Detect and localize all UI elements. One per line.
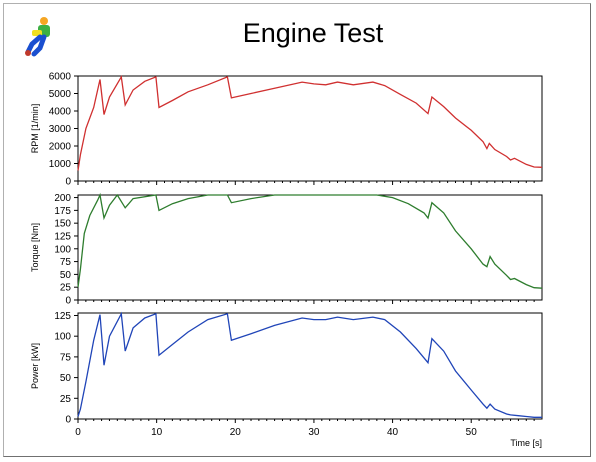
series-line-rpm	[77, 74, 543, 171]
y-axis-label-torque: Torque [Nm]	[30, 223, 40, 272]
y-tick-label-power: 25	[60, 394, 72, 405]
y-tick-label-rpm: 1000	[49, 159, 72, 170]
plot-area-power	[77, 312, 543, 420]
y-tick-label-torque: 150	[54, 219, 71, 230]
x-tick-label: 0	[75, 427, 81, 438]
y-tick-label-torque: 0	[65, 296, 71, 307]
y-tick-label-torque: 200	[54, 193, 71, 204]
x-axis-label: Time [s]	[510, 438, 542, 448]
y-tick-label-torque: 175	[54, 206, 71, 217]
x-tick-label: 40	[387, 427, 399, 438]
y-tick-label-power: 125	[54, 311, 71, 322]
y-tick-label-rpm: 3000	[49, 124, 72, 135]
y-tick-label-torque: 125	[54, 231, 71, 242]
x-tick-label: 10	[151, 427, 163, 438]
y-tick-label-rpm: 0	[65, 177, 71, 188]
x-tick-label: 50	[466, 427, 478, 438]
y-tick-label-rpm: 2000	[49, 142, 72, 153]
x-tick-label: 20	[230, 427, 242, 438]
x-tick-label: 30	[308, 427, 320, 438]
y-axis-label-rpm: RPM [1/min]	[30, 104, 40, 154]
y-tick-label-rpm: 6000	[49, 72, 72, 83]
series-line-power	[77, 311, 542, 418]
y-tick-label-torque: 50	[60, 270, 72, 281]
plot-area-torque	[77, 194, 543, 301]
y-tick-label-torque: 25	[60, 283, 72, 294]
y-tick-label-power: 75	[60, 352, 72, 363]
y-tick-label-rpm: 4000	[49, 107, 72, 118]
y-tick-label-power: 0	[65, 415, 71, 426]
y-tick-label-torque: 75	[60, 257, 72, 268]
y-axis-label-power: Power [kW]	[30, 343, 40, 389]
y-tick-label-power: 50	[60, 373, 72, 384]
chart-title: Engine Test	[242, 18, 384, 48]
y-tick-label-rpm: 5000	[49, 89, 72, 100]
y-tick-label-power: 100	[54, 332, 71, 343]
y-tick-label-torque: 100	[54, 244, 71, 255]
plot-area-rpm	[77, 75, 543, 182]
driver-logo-icon	[20, 16, 54, 58]
series-line-torque	[77, 192, 543, 289]
